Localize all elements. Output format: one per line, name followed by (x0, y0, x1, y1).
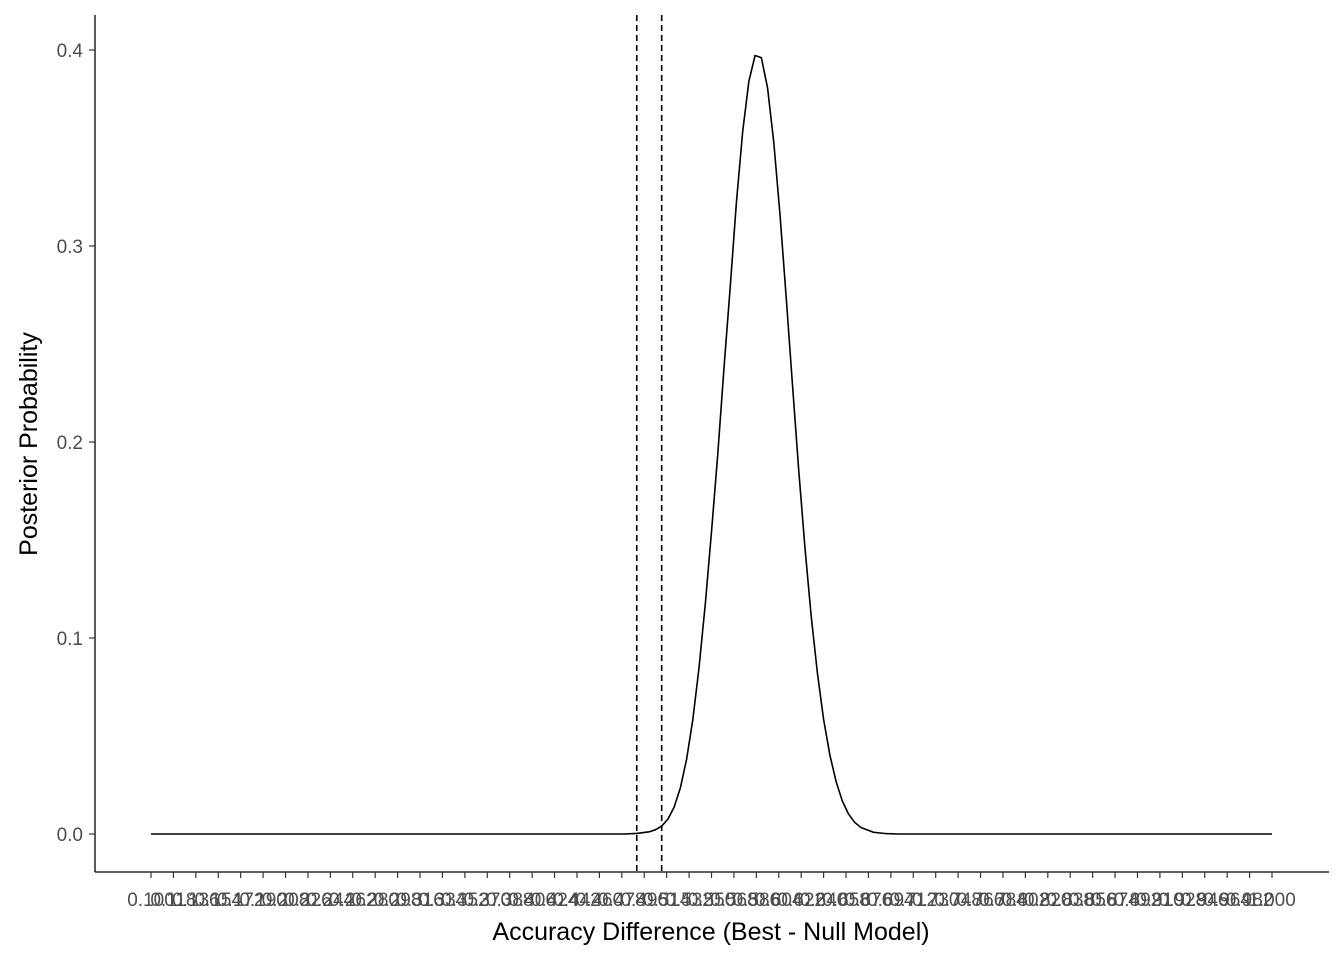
x-tick-label: 0.424 (531, 890, 579, 911)
x-tick-label: 0.478 (598, 890, 646, 911)
x-tick-label: 0.838 (1046, 890, 1094, 911)
x-tick-label: 0.244 (307, 890, 355, 911)
x-tick-label: 0.532 (665, 890, 713, 911)
y-axis-ticks: 0.0 0.1 0.2 0.3 0.4 (57, 41, 95, 846)
y-axis-title: Posterior Probability (15, 332, 43, 556)
plot-area (151, 15, 1272, 872)
x-tick-label: 0.298 (374, 890, 422, 911)
x-tick-label: 0.910 (1136, 890, 1184, 911)
y-tick-label: 0.4 (57, 41, 84, 62)
x-tick-label: 0.946 (1181, 890, 1229, 911)
x-tick-label: 0.982 (1226, 890, 1274, 911)
x-tick-label: 0.190 (239, 890, 287, 911)
x-tick-label: 0.460 (576, 890, 624, 911)
y-tick-label: 0.2 (57, 433, 83, 454)
x-tick-label: 0.748 (934, 890, 982, 911)
x-axis-title: Accuracy Difference (Best - Null Model) (492, 918, 929, 946)
x-axis-ticks: 0.1000.1180.1360.1540.1720.1900.2080.226… (127, 872, 1296, 911)
x-tick-label: 0.550 (688, 890, 736, 911)
x-tick-label: 0.640 (800, 890, 848, 911)
x-tick-label: 0.154 (194, 890, 242, 911)
x-tick-label: 0.100 (127, 890, 175, 911)
x-tick-label: 0.802 (1002, 890, 1050, 911)
x-tick-label: 0.766 (957, 890, 1005, 911)
x-tick-label: 0.316 (396, 890, 444, 911)
x-tick-label: 0.496 (620, 890, 668, 911)
x-tick-label: 0.874 (1091, 890, 1139, 911)
x-tick-label: 0.568 (710, 890, 758, 911)
x-tick-label: 0.784 (979, 890, 1027, 911)
x-tick-label: 0.856 (1069, 890, 1117, 911)
x-tick-label: 0.262 (329, 890, 377, 911)
x-tick-label: 0.658 (822, 890, 870, 911)
x-tick-label: 0.406 (508, 890, 556, 911)
x-tick-label: 0.172 (217, 890, 265, 911)
posterior-density-line (151, 54, 1272, 835)
x-tick-label: 0.712 (890, 890, 938, 911)
y-tick-label: 0.0 (57, 825, 83, 846)
x-tick-label: 0.226 (284, 890, 332, 911)
x-tick-label: 0.334 (419, 890, 467, 911)
x-tick-label: 0.730 (912, 890, 960, 911)
x-tick-label: 0.514 (643, 890, 691, 911)
x-tick-label: 0.622 (777, 890, 825, 911)
x-tick-label: 0.280 (351, 890, 399, 911)
x-tick-label: 0.370 (464, 890, 512, 911)
x-tick-label: 0.208 (262, 890, 310, 911)
x-tick-label: 0.118 (150, 890, 196, 911)
x-tick-label: 1.000 (1248, 890, 1296, 911)
x-tick-label: 0.892 (1114, 890, 1162, 911)
x-tick-label: 0.964 (1203, 890, 1251, 911)
x-tick-label: 0.928 (1159, 890, 1207, 911)
y-tick-label: 0.3 (57, 237, 83, 258)
x-tick-label: 0.442 (553, 890, 601, 911)
x-tick-label: 0.352 (441, 890, 489, 911)
x-tick-label: 0.676 (845, 890, 893, 911)
y-tick-label: 0.1 (57, 629, 83, 650)
x-tick-label: 0.820 (1024, 890, 1072, 911)
x-tick-label: 0.136 (172, 890, 220, 911)
x-tick-label: 0.388 (486, 890, 534, 911)
x-tick-label: 0.694 (867, 890, 915, 911)
x-tick-label: 0.586 (733, 890, 781, 911)
x-tick-label: 0.604 (755, 890, 803, 911)
